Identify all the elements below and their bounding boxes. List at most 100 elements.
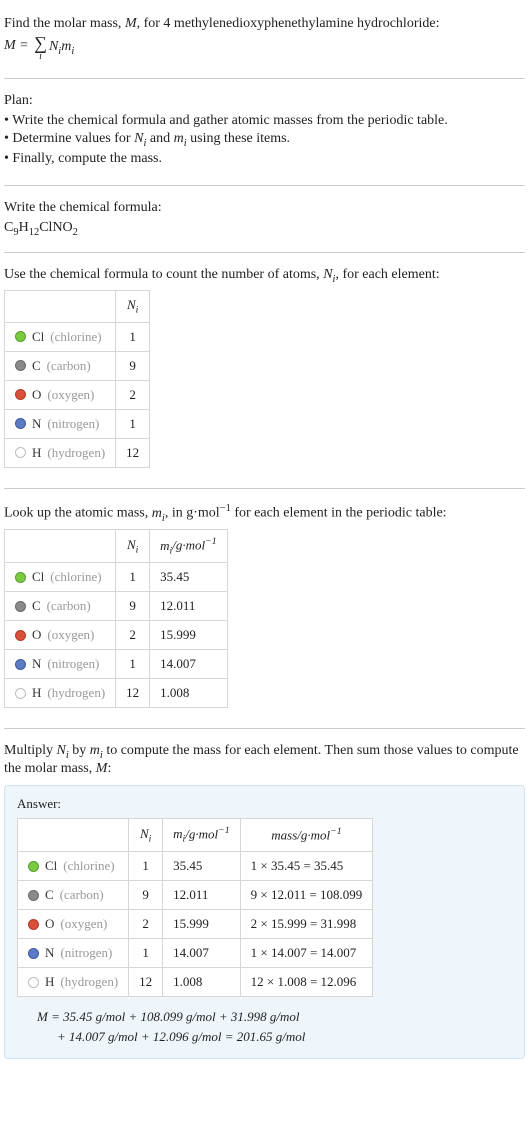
- cell-mass-expr: 12 × 1.008 = 12.096: [240, 968, 373, 997]
- element-name: (carbon): [60, 887, 104, 903]
- eq-Ni: Ni: [49, 39, 61, 57]
- answer-table: Ni mi/g·mol−1 mass/g·mol−1 Cl (chlorine)…: [17, 818, 373, 997]
- element-symbol: Cl: [32, 569, 44, 585]
- col-m: mi/g·mol−1: [150, 530, 227, 563]
- element-name: (nitrogen): [60, 945, 112, 961]
- table-row: C (carbon) 9: [5, 351, 150, 380]
- count-section: Use the chemical formula to count the nu…: [4, 261, 525, 480]
- cell-mass-expr: 2 × 15.999 = 31.998: [240, 910, 373, 939]
- answer-label: Answer:: [17, 796, 512, 812]
- cell-N: 1: [129, 852, 163, 881]
- element-swatch-icon: [28, 977, 39, 988]
- element-cell: H (hydrogen): [28, 974, 118, 990]
- element-symbol: N: [45, 945, 54, 961]
- mass-table: Ni mi/g·mol−1 Cl (chlorine) 1 35.45 C (c…: [4, 529, 228, 708]
- col-N: Ni: [129, 819, 163, 852]
- cell-element: H (hydrogen): [5, 438, 116, 467]
- sigma-symbol: ∑: [34, 34, 47, 52]
- element-cell: N (nitrogen): [28, 945, 118, 961]
- element-cell: C (carbon): [28, 887, 118, 903]
- cell-element: O (oxygen): [5, 380, 116, 409]
- divider: [4, 728, 525, 729]
- cell-N: 9: [116, 592, 150, 621]
- sigma-index: i: [39, 52, 42, 62]
- cell-N: 9: [116, 351, 150, 380]
- cell-m: 1.008: [163, 968, 240, 997]
- element-name: (nitrogen): [47, 656, 99, 672]
- table-row: C (carbon) 9 12.011 9 × 12.011 = 108.099: [18, 881, 373, 910]
- cell-N: 1: [129, 939, 163, 968]
- divider: [4, 78, 525, 79]
- table-row: H (hydrogen) 12: [5, 438, 150, 467]
- intro-prefix: Find the molar mass,: [4, 16, 125, 31]
- table-row: Cl (chlorine) 1 35.45 1 × 35.45 = 35.45: [18, 852, 373, 881]
- cell-element: N (nitrogen): [18, 939, 129, 968]
- cell-m: 35.45: [150, 563, 227, 592]
- chemical-formula: C9H12ClNO2: [4, 220, 525, 238]
- cell-mass-expr: 9 × 12.011 = 108.099: [240, 881, 373, 910]
- element-swatch-icon: [15, 447, 26, 458]
- element-name: (carbon): [47, 598, 91, 614]
- element-name: (nitrogen): [47, 416, 99, 432]
- element-symbol: H: [45, 974, 54, 990]
- element-swatch-icon: [15, 418, 26, 429]
- cell-N: 12: [116, 679, 150, 708]
- sum-expression: ∑ i Nimi: [32, 34, 74, 62]
- col-m: mi/g·mol−1: [163, 819, 240, 852]
- cell-m: 15.999: [150, 621, 227, 650]
- element-swatch-icon: [15, 572, 26, 583]
- divider: [4, 488, 525, 489]
- col-N: Ni: [116, 530, 150, 563]
- table-row: N (nitrogen) 1: [5, 409, 150, 438]
- element-swatch-icon: [15, 659, 26, 670]
- element-swatch-icon: [15, 360, 26, 371]
- cell-N: 12: [116, 438, 150, 467]
- cell-element: C (carbon): [5, 351, 116, 380]
- table-header-row: Ni: [5, 291, 150, 323]
- element-name: (chlorine): [50, 329, 101, 345]
- cell-N: 1: [116, 650, 150, 679]
- intro-M: M: [125, 16, 137, 31]
- intro-section: Find the molar mass, M, for 4 methylened…: [4, 8, 525, 70]
- element-swatch-icon: [28, 919, 39, 930]
- element-cell: Cl (chlorine): [15, 569, 105, 585]
- cell-m: 14.007: [163, 939, 240, 968]
- cell-N: 2: [116, 621, 150, 650]
- element-swatch-icon: [28, 861, 39, 872]
- cell-element: C (carbon): [18, 881, 129, 910]
- element-symbol: H: [32, 685, 41, 701]
- table-row: H (hydrogen) 12 1.008 12 × 1.008 = 12.09…: [18, 968, 373, 997]
- element-symbol: O: [32, 627, 41, 643]
- element-cell: O (oxygen): [28, 916, 118, 932]
- element-swatch-icon: [15, 630, 26, 641]
- divider: [4, 185, 525, 186]
- element-cell: N (nitrogen): [15, 416, 105, 432]
- formula-section: Write the chemical formula: C9H12ClNO2: [4, 194, 525, 244]
- cell-m: 12.011: [163, 881, 240, 910]
- cell-N: 2: [116, 380, 150, 409]
- count-table: Ni Cl (chlorine) 1 C (carbon) 9 O (oxyge…: [4, 290, 150, 468]
- cell-element: O (oxygen): [18, 910, 129, 939]
- element-cell: H (hydrogen): [15, 445, 105, 461]
- final-equation: M = 35.45 g/mol + 108.099 g/mol + 31.998…: [17, 1007, 512, 1046]
- element-swatch-icon: [15, 601, 26, 612]
- table-row: H (hydrogen) 12 1.008: [5, 679, 228, 708]
- element-symbol: O: [45, 916, 54, 932]
- col-N: Ni: [116, 291, 150, 323]
- cell-m: 35.45: [163, 852, 240, 881]
- mass-section: Look up the atomic mass, mi, in g·mol−1 …: [4, 497, 525, 720]
- divider: [4, 252, 525, 253]
- col-mass: mass/g·mol−1: [240, 819, 373, 852]
- multiply-section: Multiply Ni by mi to compute the mass fo…: [4, 737, 525, 1065]
- eq-mi: mi: [61, 39, 74, 57]
- plan-item-2: • Determine values for Ni and mi using t…: [4, 131, 525, 149]
- element-swatch-icon: [28, 890, 39, 901]
- element-cell: Cl (chlorine): [15, 329, 105, 345]
- cell-element: N (nitrogen): [5, 650, 116, 679]
- cell-N: 12: [129, 968, 163, 997]
- element-swatch-icon: [28, 948, 39, 959]
- cell-element: N (nitrogen): [5, 409, 116, 438]
- table-row: N (nitrogen) 1 14.007: [5, 650, 228, 679]
- element-cell: Cl (chlorine): [28, 858, 118, 874]
- count-heading: Use the chemical formula to count the nu…: [4, 267, 525, 285]
